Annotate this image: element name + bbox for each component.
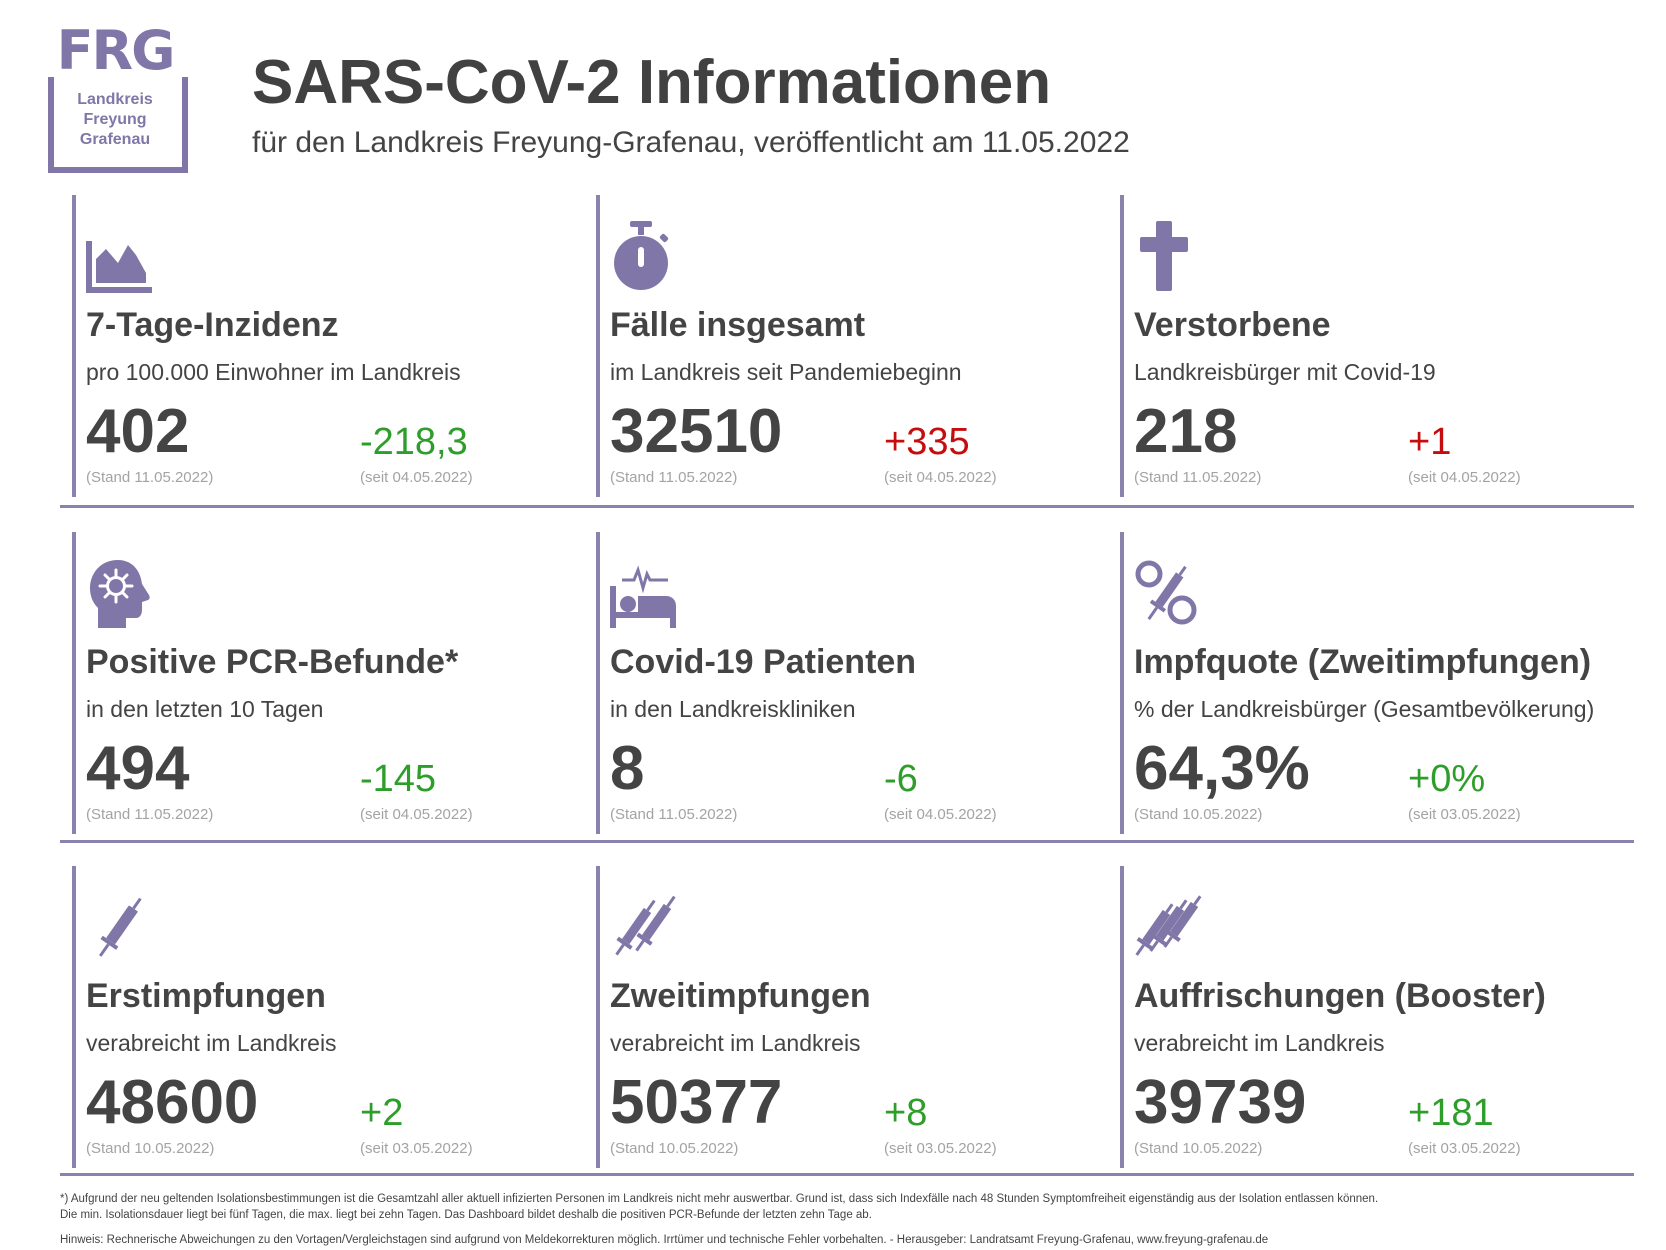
footnote-line-2: Die min. Isolationsdauer liegt bei fünf …: [60, 1209, 872, 1221]
tile-title: Erstimpfungen: [86, 977, 326, 1015]
tile-value-date: (Stand 11.05.2022): [1134, 469, 1262, 486]
tile-total-cases: Fälle insgesamt im Landkreis seit Pandem…: [596, 195, 1105, 497]
head-virus-icon: [90, 560, 150, 628]
row-divider: [60, 505, 1634, 508]
tile-description: verabreicht im Landkreis: [86, 1030, 337, 1056]
logo-abbreviation: FRG: [56, 19, 176, 82]
tile-delta-date: (seit 03.05.2022): [360, 1140, 473, 1157]
tile-delta-date: (seit 04.05.2022): [884, 806, 997, 823]
tile-description: verabreicht im Landkreis: [1134, 1030, 1385, 1056]
tile-description: % der Landkreisbürger (Gesamtbevölkerung…: [1134, 696, 1595, 722]
row-divider: [60, 1173, 1634, 1176]
tile-description: in den letzten 10 Tagen: [86, 696, 324, 722]
tile-value-date: (Stand 10.05.2022): [610, 1140, 739, 1157]
tile-value: 39739: [1134, 1068, 1307, 1137]
tile-description: Landkreisbürger mit Covid-19: [1134, 359, 1436, 385]
logo-frame: [48, 77, 188, 173]
tile-delta: -145: [360, 758, 437, 800]
logo-line-2: Freyung: [83, 111, 147, 128]
tile-value: 32510: [610, 397, 783, 466]
tile-delta-date: (seit 03.05.2022): [884, 1140, 997, 1157]
tile-deaths: Verstorbene Landkreisbürger mit Covid-19…: [1120, 195, 1629, 497]
tile-title: 7-Tage-Inzidenz: [86, 306, 339, 344]
tile-value: 218: [1134, 397, 1238, 466]
page-title: SARS-CoV-2 Informationen: [252, 48, 1052, 117]
tile-delta-date: (seit 04.05.2022): [1408, 469, 1521, 486]
tile-first-vaccinations: Erstimpfungen verabreicht im Landkreis 4…: [72, 866, 581, 1168]
tile-description: pro 100.000 Einwohner im Landkreis: [86, 359, 461, 385]
tile-title: Fälle insgesamt: [610, 306, 866, 344]
tile-description: im Landkreis seit Pandemiebeginn: [610, 359, 962, 385]
tile-value: 64,3%: [1134, 734, 1310, 803]
tile-value-date: (Stand 11.05.2022): [86, 469, 214, 486]
footer-hint: Hinweis: Rechnerische Abweichungen zu de…: [60, 1234, 1269, 1246]
tile-value-date: (Stand 10.05.2022): [1134, 1140, 1263, 1157]
tile-title: Zweitimpfungen: [610, 977, 871, 1015]
cross-icon: [1140, 221, 1188, 291]
tile-pcr-positive: Positive PCR-Befunde* in den letzten 10 …: [72, 532, 581, 834]
tile-delta: +1: [1408, 421, 1452, 463]
tile-title: Impfquote (Zweitimpfungen): [1134, 643, 1592, 681]
tile-description: verabreicht im Landkreis: [610, 1030, 861, 1056]
tile-value-date: (Stand 10.05.2022): [1134, 806, 1263, 823]
tile-delta-date: (seit 03.05.2022): [1408, 1140, 1521, 1157]
tile-vaccination-rate: Impfquote (Zweitimpfungen) % der Landkre…: [1120, 532, 1629, 834]
tile-delta-date: (seit 03.05.2022): [1408, 806, 1521, 823]
tile-delta: -218,3: [360, 421, 468, 463]
tile-value: 8: [610, 734, 645, 803]
tile-title: Covid-19 Patienten: [610, 643, 917, 681]
tile-value-date: (Stand 11.05.2022): [86, 806, 214, 823]
tile-delta-date: (seit 04.05.2022): [360, 469, 473, 486]
tile-delta: -6: [884, 758, 918, 800]
logo-line-1: Landkreis: [77, 91, 153, 108]
page-subtitle: für den Landkreis Freyung-Grafenau, verö…: [252, 126, 1130, 159]
tile-value: 48600: [86, 1068, 259, 1137]
percent-syringe-icon: [1135, 560, 1197, 625]
tile-value-date: (Stand 10.05.2022): [86, 1140, 215, 1157]
tile-title: Verstorbene: [1134, 306, 1331, 344]
hospital-bed-icon: [610, 565, 676, 628]
tile-delta: +2: [360, 1092, 404, 1134]
area-chart-icon: [86, 241, 152, 293]
tile-incidence: 7-Tage-Inzidenz pro 100.000 Einwohner im…: [72, 195, 581, 497]
three-syringes-icon: [1135, 895, 1202, 956]
tile-delta: +181: [1408, 1092, 1494, 1134]
tile-patients: Covid-19 Patienten in den Landkreisklini…: [596, 532, 1105, 834]
footnote-line-1: *) Aufgrund der neu geltenden Isolations…: [60, 1193, 1379, 1205]
tile-value: 494: [86, 734, 190, 803]
tile-delta: +8: [884, 1092, 928, 1134]
tile-delta-date: (seit 04.05.2022): [360, 806, 473, 823]
two-syringes-icon: [615, 895, 676, 956]
tile-delta: +335: [884, 421, 970, 463]
tile-booster-vaccinations: Auffrischungen (Booster) verabreicht im …: [1120, 866, 1629, 1168]
tile-value: 402: [86, 397, 190, 466]
stopwatch-icon: [614, 221, 669, 290]
tile-second-vaccinations: Zweitimpfungen verabreicht im Landkreis …: [596, 866, 1105, 1168]
tile-delta: +0%: [1408, 758, 1486, 800]
syringe-icon: [99, 897, 142, 957]
tile-description: in den Landkreiskliniken: [610, 696, 856, 722]
logo-line-3: Grafenau: [79, 131, 151, 148]
tile-value-date: (Stand 11.05.2022): [610, 806, 738, 823]
tile-delta-date: (seit 04.05.2022): [884, 469, 997, 486]
tile-value: 50377: [610, 1068, 783, 1137]
tile-title: Auffrischungen (Booster): [1134, 977, 1546, 1015]
tile-value-date: (Stand 11.05.2022): [610, 469, 738, 486]
row-divider: [60, 840, 1634, 843]
frg-logo: FRG Landkreis Freyung Grafenau: [48, 19, 188, 173]
tile-title: Positive PCR-Befunde*: [86, 643, 459, 681]
